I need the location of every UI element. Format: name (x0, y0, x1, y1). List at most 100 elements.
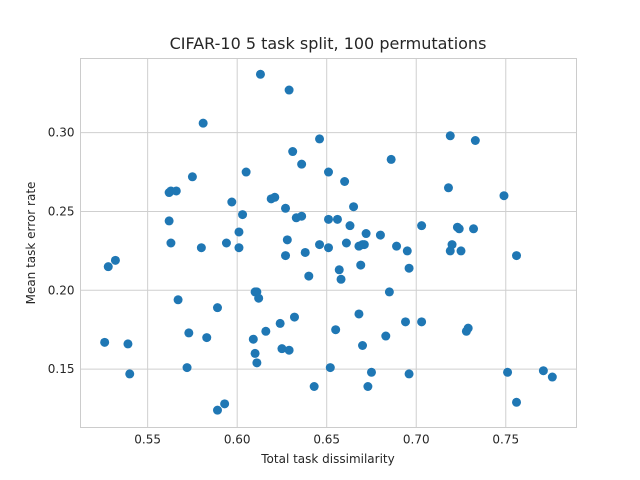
data-point (417, 317, 427, 327)
data-point (100, 337, 110, 347)
data-point (123, 339, 133, 349)
y-tick-label: 0.25 (48, 204, 75, 218)
x-tick-label: 0.75 (492, 433, 519, 447)
data-point (182, 363, 192, 373)
data-point (356, 260, 366, 270)
data-point (202, 333, 212, 343)
data-point (366, 367, 376, 377)
data-point (354, 309, 364, 319)
data-point (248, 334, 258, 344)
data-point (324, 167, 333, 177)
data-point (198, 118, 208, 128)
x-tick-label: 0.55 (134, 433, 161, 447)
data-point (454, 224, 464, 234)
x-axis-label: Total task dissimilarity (260, 452, 395, 466)
data-point (110, 255, 120, 265)
x-tick-label: 0.70 (403, 433, 430, 447)
data-point (297, 211, 307, 221)
data-point (445, 131, 455, 141)
data-point (363, 382, 373, 391)
data-point (332, 214, 342, 224)
plot-frame (80, 58, 577, 428)
data-point (275, 318, 285, 328)
data-point (173, 295, 183, 305)
data-point (282, 235, 292, 245)
data-point (221, 238, 231, 248)
data-point (470, 136, 480, 145)
data-point (341, 238, 351, 248)
data-point (512, 397, 522, 407)
data-point (212, 405, 222, 415)
x-tick-label: 0.60 (224, 433, 251, 447)
data-point (284, 85, 294, 95)
data-point (241, 167, 251, 177)
data-points (100, 69, 557, 415)
data-point (334, 265, 344, 275)
data-point (125, 369, 135, 379)
data-point (281, 203, 291, 213)
data-point (349, 202, 359, 212)
data-point (447, 240, 457, 250)
data-point (166, 238, 176, 248)
x-tick-label: 0.65 (313, 433, 340, 447)
tick-labels: 0.55 0.60 0.65 0.70 0.75 0.15 0.20 0.25 0.30 (48, 126, 519, 447)
data-point (281, 251, 291, 261)
data-point (315, 134, 325, 144)
data-point (512, 251, 522, 261)
data-point (336, 274, 346, 284)
data-point (400, 317, 410, 327)
data-point (234, 243, 244, 253)
data-point (300, 247, 310, 257)
data-point (443, 183, 453, 193)
data-point (304, 271, 314, 281)
data-point (234, 227, 244, 237)
data-point (503, 367, 513, 377)
data-point (212, 303, 222, 313)
data-point (386, 154, 396, 164)
data-point (171, 186, 181, 196)
y-tick-label: 0.20 (48, 283, 75, 297)
data-point (499, 191, 509, 201)
data-point (325, 363, 335, 373)
data-point (270, 192, 280, 202)
data-point (417, 221, 427, 231)
data-point (358, 341, 368, 350)
data-point (238, 210, 248, 220)
data-point (289, 312, 299, 322)
y-tick-label: 0.30 (48, 126, 75, 140)
data-point (250, 348, 260, 358)
data-point (324, 214, 333, 224)
data-point (252, 358, 262, 368)
data-point (456, 246, 466, 256)
data-point (404, 263, 414, 273)
data-point (227, 197, 237, 207)
data-point (345, 221, 355, 231)
data-point (255, 69, 265, 79)
data-point (309, 382, 319, 391)
data-point (538, 366, 548, 376)
data-point (404, 369, 414, 379)
data-point (547, 372, 557, 382)
data-point (392, 241, 402, 251)
data-point (375, 230, 385, 240)
data-point (164, 216, 174, 226)
data-point (331, 325, 341, 335)
data-point (187, 172, 197, 182)
data-point (184, 328, 194, 338)
data-point (469, 224, 479, 234)
data-point (103, 262, 113, 272)
data-point (463, 323, 473, 333)
data-point (261, 326, 271, 336)
data-point (381, 331, 391, 341)
data-point (254, 293, 264, 303)
data-point (359, 240, 369, 250)
y-axis-label: Mean task error rate (24, 182, 38, 305)
data-point (196, 243, 206, 253)
data-point (324, 243, 333, 253)
data-point (340, 177, 350, 186)
data-point (361, 229, 371, 239)
data-point (220, 399, 230, 409)
data-point (297, 159, 307, 169)
